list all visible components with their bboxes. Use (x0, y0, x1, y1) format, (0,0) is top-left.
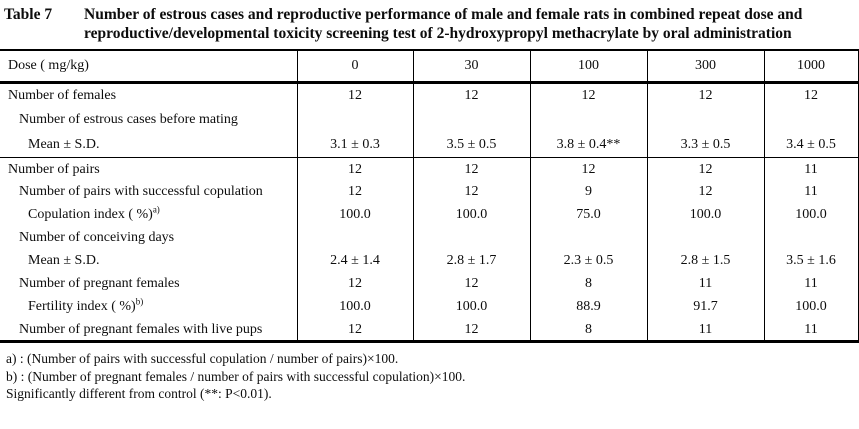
footnotes: a) : (Number of pairs with successful co… (6, 350, 859, 402)
value-cell: 11 (764, 272, 859, 296)
value-cell: 3.5 ± 0.5 (413, 132, 531, 158)
value-cell: 75.0 (530, 203, 648, 227)
value-cell (764, 107, 859, 133)
value-cell: 2.4 ± 1.4 (297, 249, 414, 273)
value-cell: 12 (297, 157, 414, 181)
value-cell: 12 (413, 318, 531, 342)
value-cell: 12 (413, 157, 531, 181)
value-cell (413, 226, 531, 250)
row-label-cell: Mean ± S.D. (0, 249, 298, 273)
footnote-marker-b: b) (135, 296, 144, 307)
value-cell (297, 107, 414, 133)
table-row: Number of conceiving days (0, 226, 859, 250)
table-number: Table 7 (4, 6, 53, 23)
header-row: Dose ( mg/kg) 0 30 100 300 1000 (0, 49, 859, 85)
value-cell: 11 (764, 180, 859, 204)
table-title-text: Number of estrous cases and reproductive… (84, 6, 803, 43)
value-cell: 12 (297, 82, 414, 108)
value-cell: 12 (647, 180, 765, 204)
value-cell: 8 (530, 318, 648, 342)
table-row: Mean ± S.D. 3.1 ± 0.3 3.5 ± 0.5 3.8 ± 0.… (0, 132, 859, 158)
table-row: Number of pairs 12 12 12 12 11 (0, 157, 859, 181)
value-cell: 100.0 (647, 203, 765, 227)
table-row: Number of pregnant females 12 12 8 11 11 (0, 272, 859, 296)
value-cell: 12 (297, 318, 414, 342)
dose-value-cell: 30 (413, 49, 531, 85)
row-label-cell: Number of females (0, 82, 298, 108)
value-cell (647, 107, 765, 133)
value-cell: 12 (530, 157, 648, 181)
value-cell (297, 226, 414, 250)
row-label-cell: Number of conceiving days (0, 226, 298, 250)
footnote-significance: Significantly different from control (**… (6, 385, 272, 401)
value-cell: 100.0 (413, 295, 531, 319)
value-cell (647, 226, 765, 250)
value-cell: 12 (297, 180, 414, 204)
value-cell: 91.7 (647, 295, 765, 319)
value-cell: 12 (764, 82, 859, 108)
value-cell: 11 (647, 318, 765, 342)
value-cell: 2.8 ± 1.5 (647, 249, 765, 273)
value-cell: 12 (530, 82, 648, 108)
value-cell: 12 (413, 272, 531, 296)
footnote-marker-a: a) (152, 204, 160, 215)
value-cell: 100.0 (413, 203, 531, 227)
data-table: Dose ( mg/kg) 0 30 100 300 1000 Number o… (0, 48, 859, 344)
value-cell: 12 (297, 272, 414, 296)
row-label-cell: Number of pregnant females (0, 272, 298, 296)
value-cell (530, 226, 648, 250)
value-cell: 12 (413, 82, 531, 108)
row-label-cell: Number of pregnant females with live pup… (0, 318, 298, 342)
value-cell: 11 (764, 318, 859, 342)
row-label-cell: Number of pairs (0, 157, 298, 181)
table-row: Copulation index ( %)a) 100.0 100.0 75.0… (0, 203, 859, 227)
value-cell: 11 (647, 272, 765, 296)
value-cell: 100.0 (764, 295, 859, 319)
value-cell: 100.0 (297, 203, 414, 227)
row-label-cell: Fertility index ( %)b) (0, 295, 298, 319)
row-label-cell: Number of estrous cases before mating (0, 107, 298, 133)
value-cell: 100.0 (764, 203, 859, 227)
dose-value-cell: 300 (647, 49, 765, 85)
footnote-b: b) : (Number of pregnant females / numbe… (6, 368, 466, 384)
value-cell: 12 (647, 157, 765, 181)
table-row: Number of pregnant females with live pup… (0, 318, 859, 342)
table-row: Number of estrous cases before mating (0, 107, 859, 133)
table-row: Number of pairs with successful copulati… (0, 180, 859, 204)
row-label: Copulation index ( %) (28, 207, 153, 223)
row-label-cell: Mean ± S.D. (0, 132, 298, 158)
value-cell: 9 (530, 180, 648, 204)
value-cell: 100.0 (297, 295, 414, 319)
value-cell: 3.1 ± 0.3 (297, 132, 414, 158)
value-cell: 3.5 ± 1.6 (764, 249, 859, 273)
value-cell: 12 (647, 82, 765, 108)
row-label-cell: Copulation index ( %)a) (0, 203, 298, 227)
dose-value-cell: 0 (297, 49, 414, 85)
value-cell: 3.3 ± 0.5 (647, 132, 765, 158)
value-cell: 8 (530, 272, 648, 296)
row-label: Fertility index ( %) (28, 299, 136, 315)
row-label-cell: Number of pairs with successful copulati… (0, 180, 298, 204)
value-cell (530, 107, 648, 133)
dose-header-cell: Dose ( mg/kg) (0, 49, 298, 85)
value-cell (413, 107, 531, 133)
value-cell: 3.4 ± 0.5 (764, 132, 859, 158)
dose-value-cell: 100 (530, 49, 648, 85)
table-caption: Table 7 Number of estrous cases and repr… (0, 0, 859, 44)
value-cell: 12 (413, 180, 531, 204)
dose-value-cell: 1000 (764, 49, 859, 85)
value-cell: 2.3 ± 0.5 (530, 249, 648, 273)
table-row: Mean ± S.D. 2.4 ± 1.4 2.8 ± 1.7 2.3 ± 0.… (0, 249, 859, 273)
value-cell: 11 (764, 157, 859, 181)
value-cell: 2.8 ± 1.7 (413, 249, 531, 273)
footnote-a: a) : (Number of pairs with successful co… (6, 351, 399, 367)
value-cell: 3.8 ± 0.4** (530, 132, 648, 158)
table-row: Fertility index ( %)b) 100.0 100.0 88.9 … (0, 295, 859, 319)
value-cell (764, 226, 859, 250)
value-cell: 88.9 (530, 295, 648, 319)
table-row: Number of females 12 12 12 12 12 (0, 82, 859, 108)
